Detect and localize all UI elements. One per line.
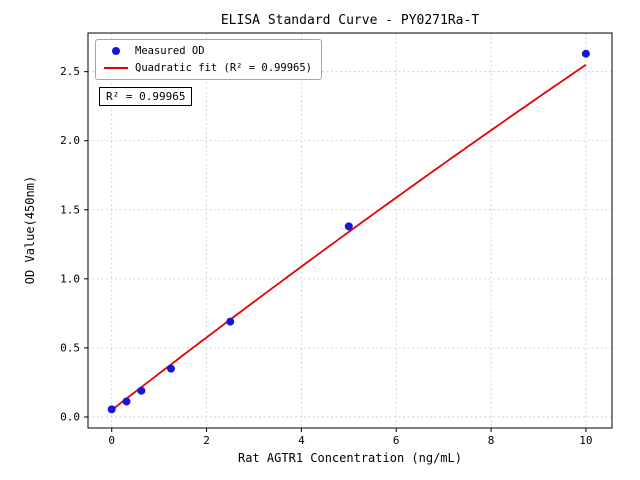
r-squared-annotation: R² = 0.99965 bbox=[99, 87, 193, 106]
y-tick-label: 0.5 bbox=[60, 341, 80, 354]
fit-line bbox=[111, 64, 587, 411]
data-point bbox=[107, 405, 116, 414]
data-point bbox=[344, 222, 353, 231]
y-tick-label: 2.5 bbox=[60, 65, 80, 78]
legend: Measured OD Quadratic fit (R² = 0.99965) bbox=[95, 39, 323, 80]
data-point bbox=[166, 364, 175, 373]
y-tick-label: 1.0 bbox=[60, 272, 80, 285]
fit-line-icon bbox=[104, 67, 128, 69]
data-point bbox=[581, 49, 590, 58]
chart-title: ELISA Standard Curve - PY0271Ra-T bbox=[220, 13, 480, 28]
y-tick-label: 1.5 bbox=[60, 203, 80, 216]
x-tick-label: 6 bbox=[393, 434, 400, 447]
legend-label-measured: Measured OD bbox=[135, 45, 205, 57]
x-axis-label: Rat AGTR1 Concentration (ng/mL) bbox=[238, 451, 462, 465]
x-tick-label: 8 bbox=[488, 434, 495, 447]
legend-label-fit: Quadratic fit (R² = 0.99965) bbox=[135, 62, 313, 74]
legend-entry-fit: Quadratic fit (R² = 0.99965) bbox=[104, 62, 312, 74]
y-tick-label: 0.0 bbox=[60, 410, 80, 423]
x-tick-label: 10 bbox=[579, 434, 592, 447]
plot-border bbox=[87, 32, 613, 429]
y-axis-label: OD Value(450nm) bbox=[23, 175, 37, 285]
legend-swatch-cell bbox=[104, 47, 128, 55]
legend-swatch-cell bbox=[104, 67, 128, 69]
x-tick-label: 4 bbox=[298, 434, 305, 447]
y-tick-label: 2.0 bbox=[60, 134, 80, 147]
scatter-marker-icon bbox=[112, 47, 120, 55]
data-point bbox=[137, 386, 146, 395]
data-point bbox=[122, 397, 131, 406]
legend-entry-measured: Measured OD bbox=[104, 45, 312, 57]
x-tick-label: 0 bbox=[108, 434, 115, 447]
data-point bbox=[226, 317, 235, 326]
x-tick-label: 2 bbox=[203, 434, 210, 447]
